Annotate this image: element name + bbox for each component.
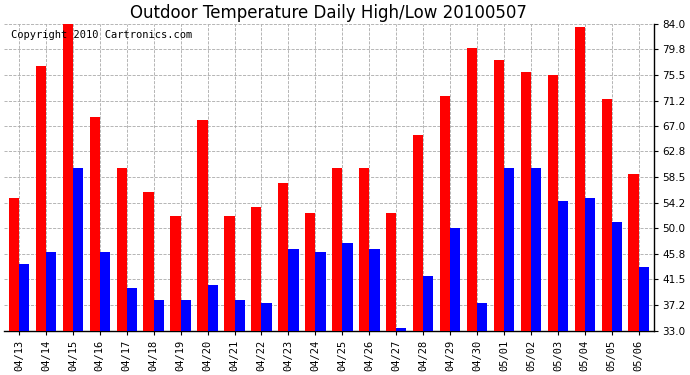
Bar — [46, 252, 56, 330]
Bar — [602, 99, 612, 330]
Bar — [251, 207, 262, 330]
Text: Copyright 2010 Cartronics.com: Copyright 2010 Cartronics.com — [10, 30, 192, 40]
Bar — [144, 192, 154, 330]
Bar — [423, 276, 433, 330]
Bar — [342, 243, 353, 330]
Bar — [315, 252, 326, 330]
Bar — [332, 168, 342, 330]
Bar — [359, 168, 369, 330]
Bar — [127, 288, 137, 330]
Bar — [235, 300, 245, 330]
Bar — [197, 120, 208, 330]
Bar — [386, 213, 396, 330]
Bar — [413, 135, 423, 330]
Bar — [170, 216, 181, 330]
Bar — [36, 66, 46, 330]
Title: Outdoor Temperature Daily High/Low 20100507: Outdoor Temperature Daily High/Low 20100… — [130, 4, 527, 22]
Bar — [100, 252, 110, 330]
Bar — [585, 198, 595, 330]
Bar — [305, 213, 315, 330]
Bar — [612, 222, 622, 330]
Bar — [575, 27, 585, 330]
Bar — [9, 198, 19, 330]
Bar — [639, 267, 649, 330]
Bar — [19, 264, 29, 330]
Bar — [154, 300, 164, 330]
Bar — [181, 300, 191, 330]
Bar — [73, 168, 83, 330]
Bar — [117, 168, 127, 330]
Bar — [548, 75, 558, 330]
Bar — [63, 24, 73, 330]
Bar — [440, 96, 450, 330]
Bar — [396, 327, 406, 330]
Bar — [531, 168, 541, 330]
Bar — [494, 60, 504, 330]
Bar — [262, 303, 272, 330]
Bar — [558, 201, 568, 330]
Bar — [369, 249, 380, 330]
Bar — [288, 249, 299, 330]
Bar — [90, 117, 100, 330]
Bar — [208, 285, 218, 330]
Bar — [521, 72, 531, 330]
Bar — [504, 168, 514, 330]
Bar — [467, 48, 477, 330]
Bar — [477, 303, 487, 330]
Bar — [278, 183, 288, 330]
Bar — [450, 228, 460, 330]
Bar — [629, 174, 639, 330]
Bar — [224, 216, 235, 330]
